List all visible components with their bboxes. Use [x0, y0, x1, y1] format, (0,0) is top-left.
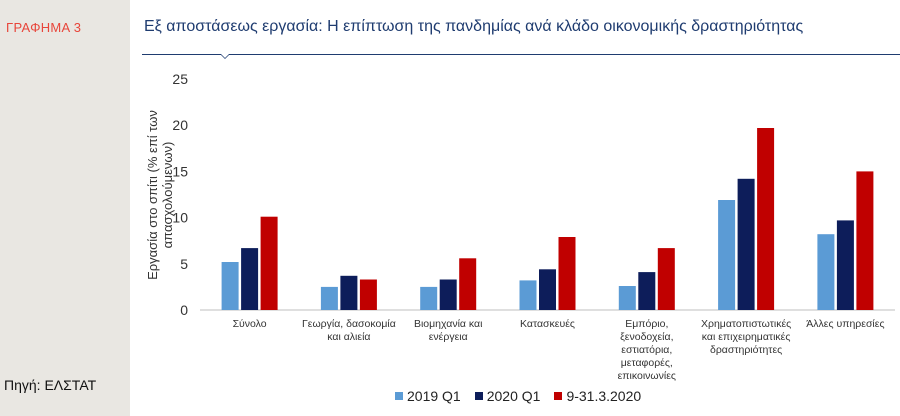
y-tick-label: 10	[172, 210, 188, 226]
bar	[241, 248, 259, 310]
bar	[817, 234, 835, 310]
bar	[638, 272, 656, 310]
legend: 2019 Q1 2020 Q1 9-31.3.2020	[395, 388, 641, 404]
chart-title: Εξ αποστάσεως εργασία: Η επίπτωση της πα…	[144, 18, 804, 35]
bar	[459, 258, 477, 310]
bar	[340, 275, 358, 310]
y-tick-labels: 0 5 10 15 20 25	[172, 71, 188, 318]
bar	[320, 286, 338, 310]
bar	[221, 262, 239, 310]
figure-label: ΓΡΑΦΗΜΑ 3	[6, 20, 82, 35]
category-label: Βιομηχανία και ενέργεια	[414, 318, 483, 343]
legend-label: 9-31.3.2020	[566, 388, 642, 404]
legend-item-2019q1: 2019 Q1	[395, 388, 461, 404]
category-label: Γεωργία, δασοκομία και αλιεία	[302, 318, 396, 343]
bar	[558, 237, 576, 310]
bar	[737, 178, 755, 310]
category-label: Κατασκευές	[520, 318, 575, 330]
legend-swatch	[554, 392, 563, 400]
y-tick-label: 5	[180, 256, 188, 272]
bars	[221, 128, 874, 310]
bar	[836, 220, 854, 310]
bar	[618, 286, 636, 310]
legend-label: 2019 Q1	[407, 388, 461, 404]
y-axis-label: Εργασία στο σπίτι (% επί τωναπασχολούμεν…	[145, 110, 175, 280]
source-note: Πηγή: ΕΛΣΤΑΤ	[4, 377, 97, 393]
category-label: Εμπόριο, ξενοδοχεία, εστιατόρια, μεταφορές,…	[618, 318, 676, 382]
legend-swatch	[395, 392, 403, 400]
y-tick-label: 0	[180, 302, 188, 318]
category-labels: Σύνολο Γεωργία, δασοκομία και αλιεία Βιομηχ…	[233, 318, 885, 382]
y-tick-label: 20	[172, 117, 188, 133]
legend-swatch	[474, 392, 483, 400]
y-tick-label: 15	[172, 163, 188, 179]
category-label: Σύνολο	[233, 318, 267, 330]
bar	[657, 248, 675, 310]
bar	[539, 269, 556, 310]
bar	[856, 171, 874, 310]
y-tick-label: 25	[172, 71, 188, 87]
legend-item-9-31-3-2020: 9-31.3.2020	[554, 388, 641, 404]
bar	[260, 216, 278, 310]
category-label: Χρηματοπιστωτικές και επιχειρηματικές δρασ…	[701, 318, 791, 356]
title-rule-notch-inner	[221, 54, 229, 58]
bar	[757, 128, 775, 310]
bar	[359, 279, 377, 310]
title-rule	[142, 54, 900, 55]
legend-item-2020q1: 2020 Q1	[474, 388, 541, 404]
bar	[420, 286, 438, 310]
legend-label: 2020 Q1	[486, 388, 541, 404]
category-label: Άλλες υπηρεσίες	[806, 318, 884, 330]
bar	[439, 279, 457, 310]
bar	[519, 280, 537, 310]
bar	[718, 200, 736, 310]
